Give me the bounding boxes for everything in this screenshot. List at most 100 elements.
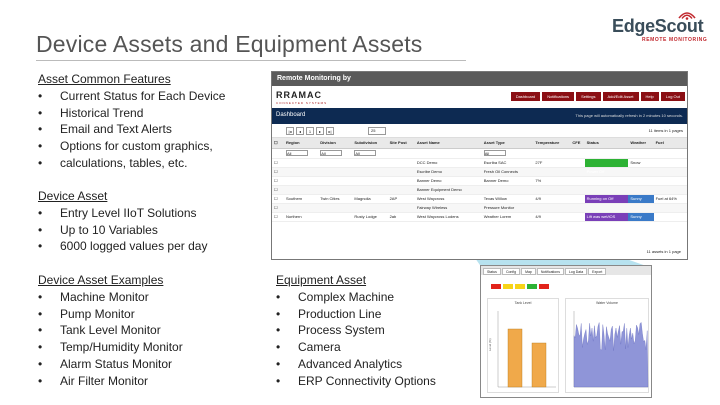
- table-row-selected[interactable]: ☐ Banner Equipment Demo: [272, 185, 687, 195]
- column-header[interactable]: Region: [284, 138, 319, 149]
- cell-asset-name[interactable]: Fairway Wireless: [414, 203, 482, 213]
- column-header[interactable]: Weather: [628, 138, 654, 149]
- cell-division: [318, 176, 353, 186]
- tab-status[interactable]: Status: [483, 268, 501, 275]
- row-checkbox[interactable]: ☐: [272, 212, 284, 222]
- column-header[interactable]: Fuel: [653, 138, 687, 149]
- last-page-button[interactable]: ▸|: [326, 127, 334, 135]
- tank-bar-1: [507, 328, 523, 388]
- first-page-button[interactable]: |◂: [286, 127, 294, 135]
- row-checkbox[interactable]: ☐: [272, 194, 284, 204]
- filter-cell: [584, 148, 629, 159]
- row-checkbox[interactable]: ☐: [272, 185, 284, 195]
- status-indicators: [491, 284, 549, 289]
- device-asset-item: 6000 logged values per day: [38, 238, 268, 255]
- cell-site: [387, 167, 415, 177]
- column-header[interactable]: Subdivision: [352, 138, 388, 149]
- cell-fuel: [653, 158, 687, 168]
- table-row[interactable]: ☐ Escribe Demo Fresh Oil Connects Power …: [272, 167, 687, 177]
- cell-region: [284, 203, 319, 213]
- cell-asset-name[interactable]: Banner Demo: [414, 176, 482, 186]
- status-indicator: [491, 284, 501, 289]
- cell-asset-name[interactable]: West Waycross Lodens: [414, 212, 482, 222]
- device-example-item: Temp/Humidity Monitor: [38, 339, 268, 356]
- nav-add-edit-asset[interactable]: Add/Edit Asset: [602, 92, 639, 101]
- row-checkbox[interactable]: ☐: [272, 176, 284, 186]
- select-all-checkbox[interactable]: ☐: [272, 138, 284, 149]
- title-divider: [36, 60, 466, 61]
- cell-asset-name[interactable]: West Waycross: [414, 194, 482, 204]
- row-checkbox[interactable]: ☐: [272, 167, 284, 177]
- cell-subdivision: Magnolia: [352, 194, 388, 204]
- prev-page-button[interactable]: ◂: [296, 127, 304, 135]
- filter-select-box[interactable]: All: [354, 150, 377, 156]
- status-indicator: [539, 284, 549, 289]
- cell-status: [584, 176, 629, 186]
- filter-cell: [387, 148, 415, 159]
- filter-select-box[interactable]: All: [320, 150, 343, 156]
- cell-status: [584, 185, 629, 195]
- table-row[interactable]: ☐ Fairway Wireless Pressure Monitor: [272, 203, 687, 213]
- tab-export[interactable]: Export: [588, 268, 607, 275]
- cell-status: Power Off: [584, 167, 629, 177]
- cell-temperature: 4/9: [533, 194, 571, 204]
- filter-select-box[interactable]: All: [286, 150, 308, 156]
- cell-region: [284, 176, 319, 186]
- nav-help[interactable]: Help: [640, 92, 659, 101]
- per-page-select[interactable]: 25: [368, 127, 386, 135]
- tab-map[interactable]: Map: [521, 268, 536, 275]
- nav-notifications[interactable]: Notifications: [542, 92, 575, 101]
- cell-asset-type: Pressure Monitor: [481, 203, 534, 213]
- cell-asset-name[interactable]: Escribe Demo: [414, 167, 482, 177]
- tab-log-data[interactable]: Log Data: [564, 268, 588, 275]
- cell-asset-type: Weather Lorem: [481, 212, 534, 222]
- row-checkbox[interactable]: ☐: [272, 203, 284, 213]
- filter-select-box[interactable]: All: [483, 150, 506, 156]
- cell-temperature: 27F: [533, 158, 571, 168]
- table-row[interactable]: ☐ Northern Rusty Lodge 2ab West Waycross…: [272, 212, 687, 222]
- column-header[interactable]: Division: [318, 138, 353, 149]
- nav-dashboard[interactable]: Dashboard: [510, 92, 541, 101]
- table-row[interactable]: ☐ DCC Demo Escriba SAC 27F Snow: [272, 158, 687, 168]
- device-asset-item: Up to 10 Variables: [38, 222, 268, 239]
- device-example-item: Air Filter Monitor: [38, 373, 268, 390]
- column-header[interactable]: Site Post: [387, 138, 415, 149]
- table-row[interactable]: ☐ Southern Twin Cities Magnolia 2AP West…: [272, 194, 687, 204]
- filter-select[interactable]: All: [352, 148, 388, 159]
- cell-region: Southern: [284, 194, 319, 204]
- items-count: 11 items in 1 pages: [648, 128, 683, 133]
- tank-level-bars: Level (%): [488, 311, 556, 388]
- cell-fuel: [653, 176, 687, 186]
- tank-bar-2: [531, 342, 547, 388]
- column-header[interactable]: CFE: [570, 138, 585, 149]
- column-header[interactable]: Asset Name: [414, 138, 482, 149]
- cell-status: [584, 203, 629, 213]
- device-asset-item: Entry Level IIoT Solutions: [38, 205, 268, 222]
- nav-log-out[interactable]: Log Out: [660, 92, 685, 101]
- filter-select[interactable]: All: [318, 148, 353, 159]
- page-number[interactable]: 1: [306, 127, 314, 135]
- column-header[interactable]: Status: [584, 138, 629, 149]
- column-header[interactable]: Temperature: [533, 138, 571, 149]
- row-checkbox[interactable]: ☐: [272, 158, 284, 168]
- filter-select[interactable]: All: [481, 148, 534, 159]
- tab-config[interactable]: Config: [501, 268, 521, 275]
- equipment-item: Camera: [276, 339, 476, 356]
- nav-settings[interactable]: Settings: [576, 92, 601, 101]
- cell-asset-name[interactable]: Banner Equipment Demo: [414, 185, 482, 195]
- filter-cell: [414, 148, 482, 159]
- cell-asset-type: Banner Demo: [481, 176, 534, 186]
- cell-asset-type: [481, 185, 534, 195]
- table-row[interactable]: ☐ Banner Demo Banner Demo 7%: [272, 176, 687, 186]
- tab-notifications[interactable]: Notifications: [536, 268, 564, 275]
- next-page-button[interactable]: ▸: [316, 127, 324, 135]
- filter-select[interactable]: All: [284, 148, 319, 159]
- cell-weather: [628, 185, 654, 195]
- column-header[interactable]: Asset Type: [481, 138, 534, 149]
- asset-detail-screenshot: Status Config Map Notifications Log Data…: [480, 265, 652, 398]
- cell-asset-name[interactable]: DCC Demo: [414, 158, 482, 168]
- device-examples-heading: Device Asset Examples: [38, 273, 164, 287]
- cell-fuel: Fuel at 64%: [653, 194, 687, 204]
- cell-weather: Snow: [628, 158, 654, 168]
- cell-subdivision: Rusty Lodge: [352, 212, 388, 222]
